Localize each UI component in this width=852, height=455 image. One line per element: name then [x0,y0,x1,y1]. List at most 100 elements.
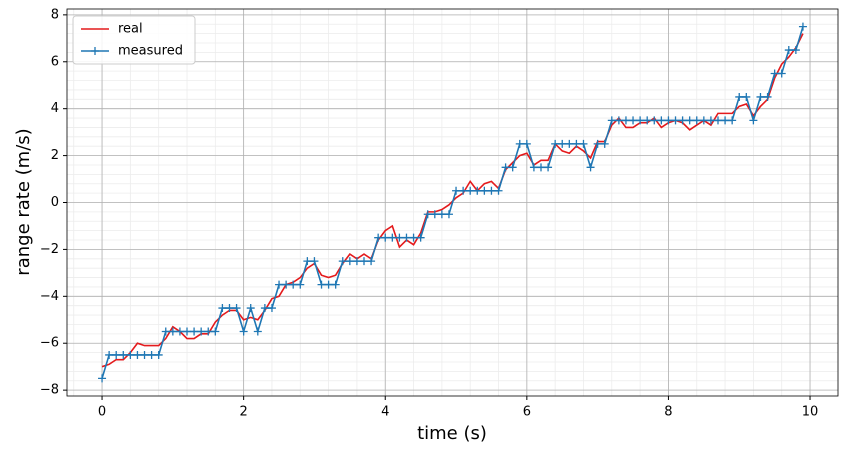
marker [168,327,177,336]
marker [749,116,758,125]
marker [685,116,694,125]
marker [388,233,397,242]
legend-marker [91,47,99,55]
x-axis-label: time (s) [417,423,487,444]
marker [204,327,213,336]
y-tick-label: 4 [51,101,59,116]
y-tick-label: 6 [51,54,59,69]
marker [126,350,135,359]
marker [282,280,291,289]
marker [381,233,390,242]
marker [416,233,425,242]
marker [402,233,411,242]
marker [367,257,376,266]
marker [147,350,156,359]
marker [452,186,461,195]
marker [508,163,517,172]
marker [565,139,574,148]
marker [692,116,701,125]
legend-label: real [118,22,143,37]
marker [706,116,715,125]
marker [798,22,807,31]
marker [713,116,722,125]
marker [211,327,220,336]
marker [699,116,708,125]
marker [105,350,114,359]
marker [218,304,227,313]
marker [232,304,241,313]
marker [190,327,199,336]
marker [324,280,333,289]
marker [636,116,645,125]
x-tick-label: 10 [802,405,819,420]
marker [784,46,793,55]
marker [487,186,496,195]
x-tick-label: 2 [240,405,248,420]
marker [544,163,553,172]
marker [721,116,730,125]
marker [735,92,744,101]
marker [98,374,107,383]
marker [423,210,432,219]
marker [175,327,184,336]
y-axis-label: range rate (m/s) [13,128,34,275]
marker [303,257,312,266]
marker [600,139,609,148]
marker [331,280,340,289]
marker [629,116,638,125]
marker [183,327,192,336]
y-tick-label: 2 [51,148,59,163]
marker [756,92,765,101]
legend-label: measured [118,44,183,59]
marker [275,280,284,289]
marker [459,186,468,195]
marker [480,186,489,195]
marker [551,139,560,148]
marker [664,116,673,125]
marker [246,304,255,313]
marker [770,69,779,78]
marker [529,163,538,172]
marker [621,116,630,125]
marker [558,139,567,148]
marker [522,139,531,148]
marker [437,210,446,219]
marker [473,186,482,195]
marker [140,350,149,359]
marker [267,304,276,313]
marker [515,139,524,148]
marker [317,280,326,289]
marker [310,257,319,266]
marker [607,116,616,125]
y-tick-label: −8 [40,383,59,398]
marker [643,116,652,125]
x-tick-label: 0 [98,405,106,420]
x-tick-label: 4 [381,405,389,420]
marker [289,280,298,289]
marker [614,116,623,125]
marker [395,233,404,242]
marker [466,186,475,195]
y-tick-label: 8 [51,7,59,22]
marker [239,327,248,336]
marker [593,139,602,148]
marker [112,350,121,359]
marker [430,210,439,219]
x-tick-label: 6 [523,405,531,420]
marker [678,116,687,125]
marker [444,210,453,219]
marker [650,116,659,125]
marker [742,92,751,101]
marker [763,92,772,101]
marker [253,327,262,336]
marker [352,257,361,266]
marker [154,350,163,359]
marker [260,304,269,313]
y-tick-label: −2 [40,242,59,257]
marker [374,233,383,242]
x-tick-label: 8 [664,405,672,420]
y-tick-label: −4 [40,289,59,304]
y-tick-label: 0 [51,195,59,210]
legend-box [72,15,196,65]
